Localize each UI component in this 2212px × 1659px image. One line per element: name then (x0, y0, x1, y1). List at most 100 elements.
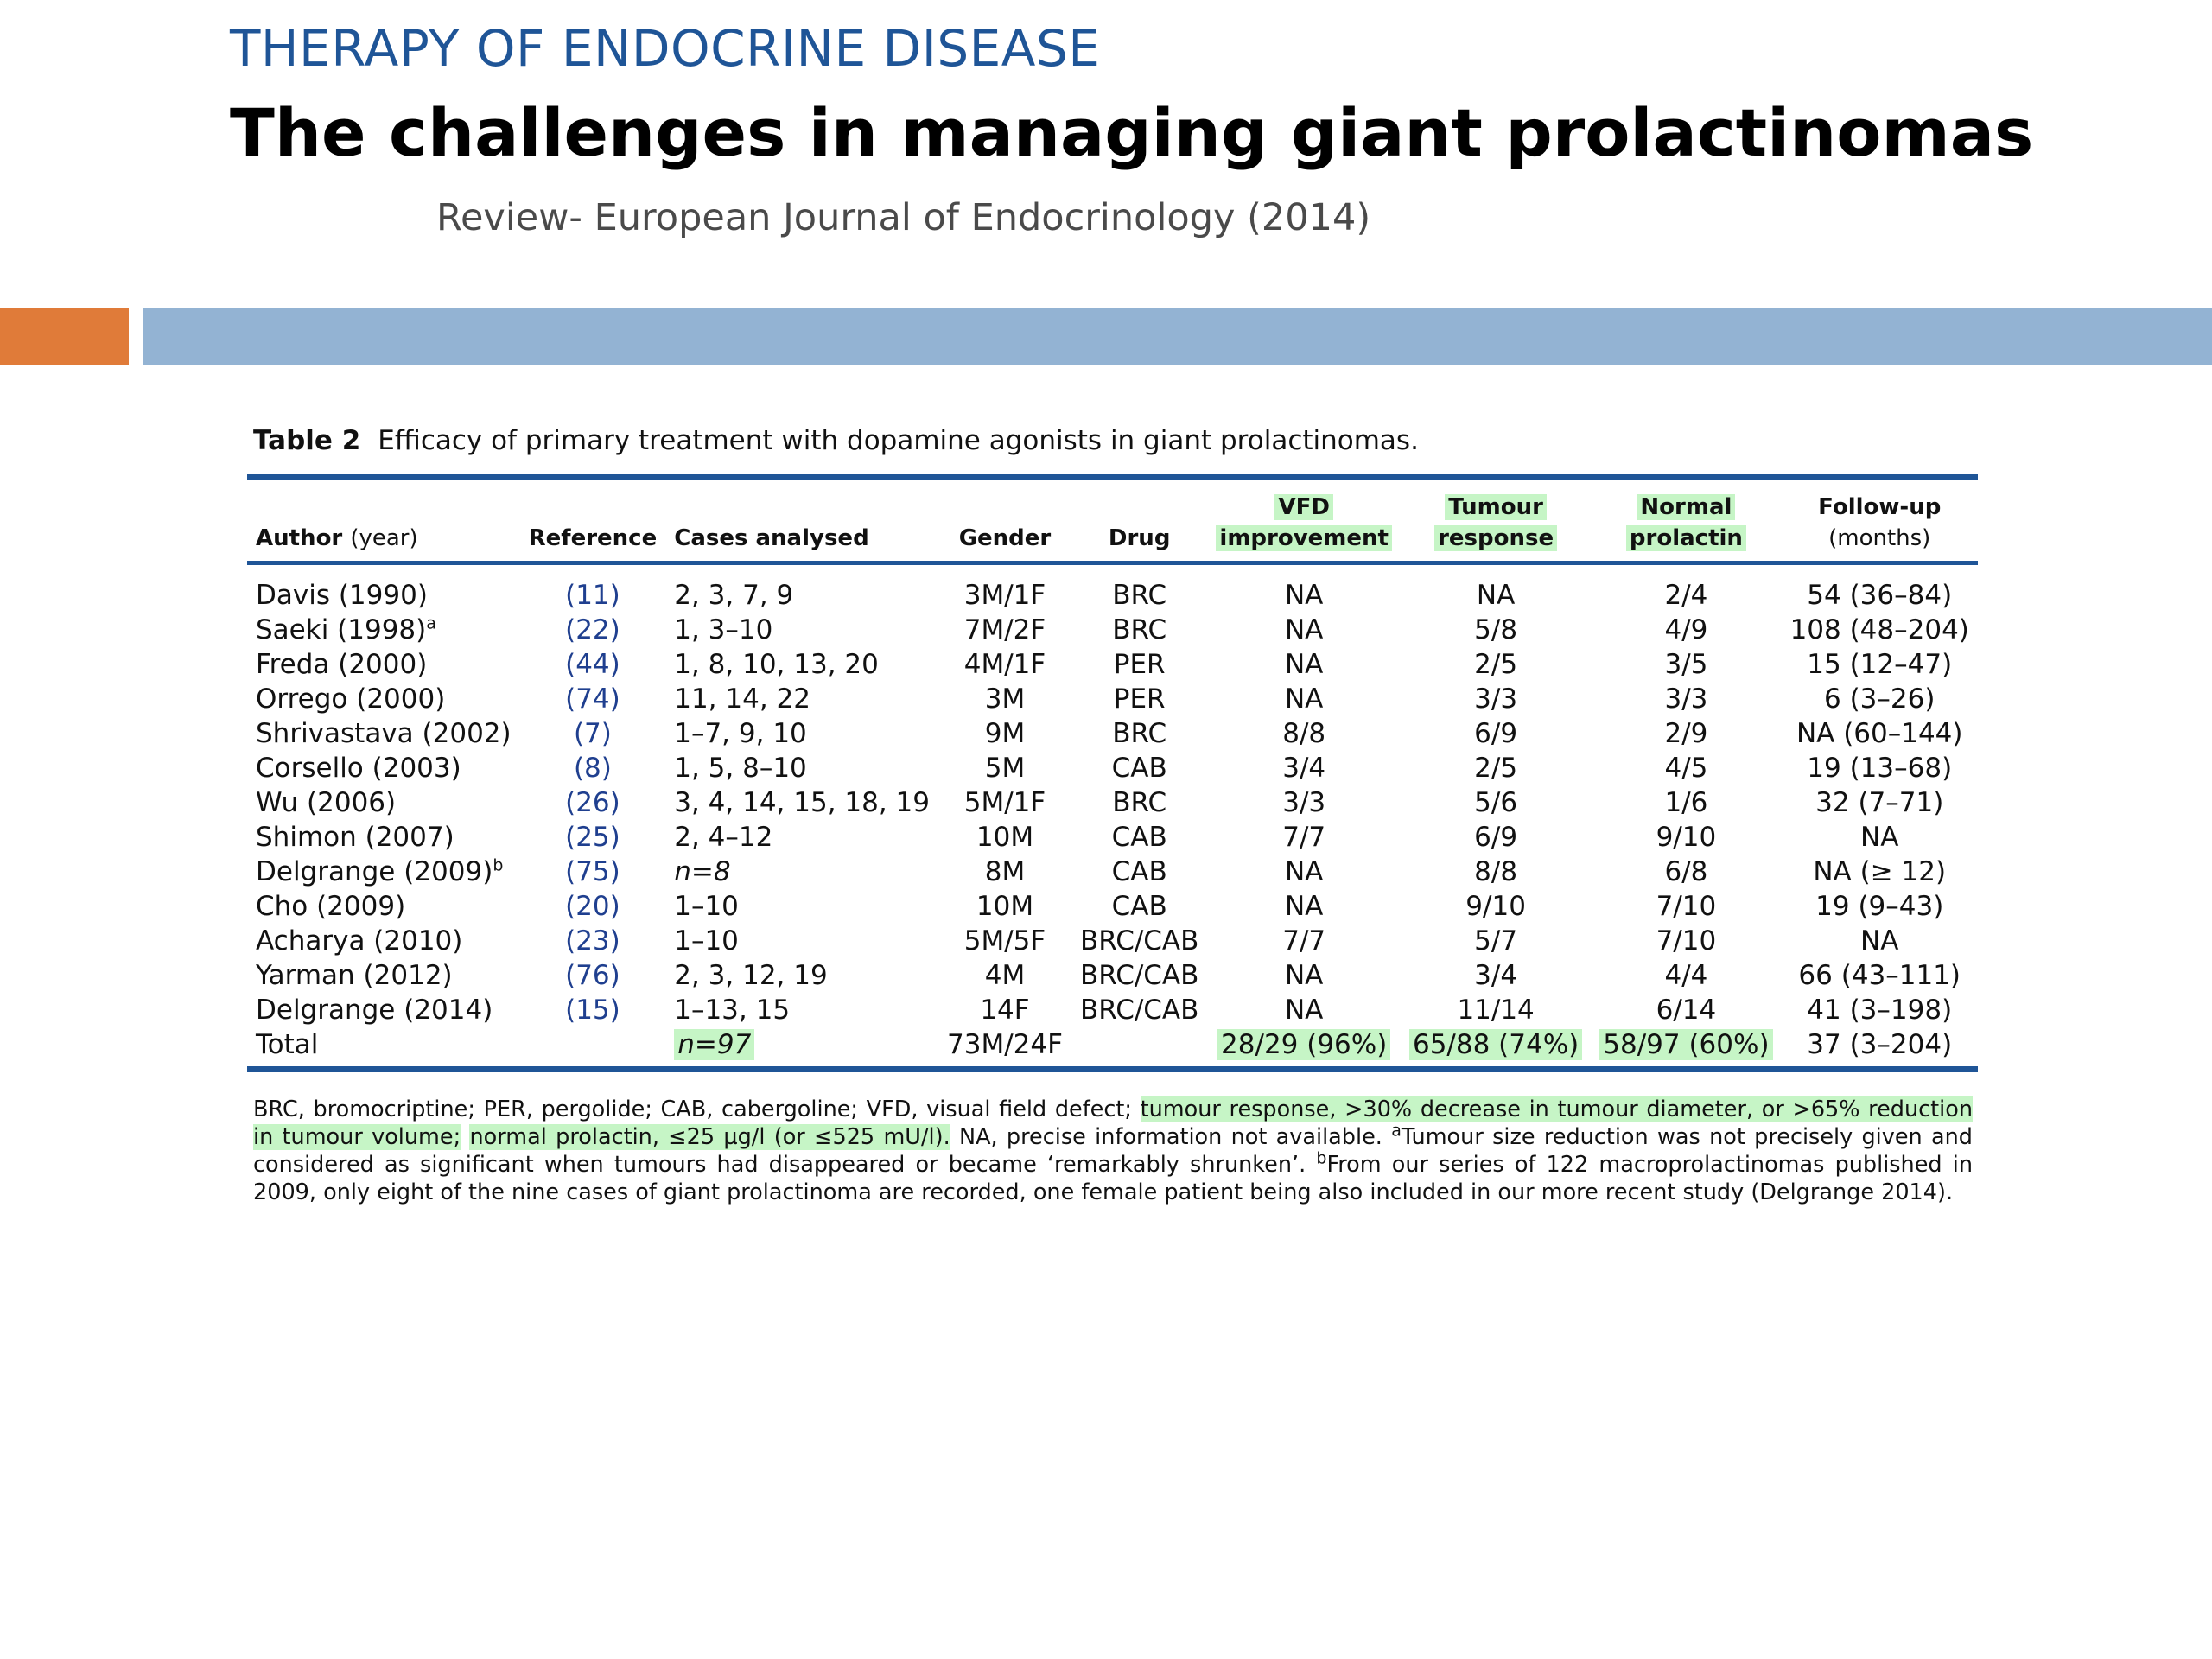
table-caption: Table 2 Efficacy of primary treatment wit… (253, 418, 1419, 463)
cell-author: Delgrange (2009)b (247, 855, 520, 889)
cell-vfd-improvement: NA (1284, 649, 1324, 680)
total-vfd-cell: 28/29 (96%) (1207, 1027, 1401, 1072)
cell-tumour-response: 8/8 (1474, 856, 1518, 887)
cell-reference: (7) (573, 718, 612, 749)
cell-normal-prolactin: 3/3 (1664, 683, 1708, 715)
cell-drug: BRC (1112, 580, 1167, 611)
author-name: Yarman (2012) (256, 960, 453, 991)
cell-author: Delgrange (2014) (247, 993, 520, 1027)
header-cases: Cases analysed (665, 474, 939, 565)
footnote-part3: NA, precise information not available. (950, 1124, 1392, 1150)
cell-followup: 66 (43–111) (1798, 960, 1961, 991)
header-followup-line2: (months) (1828, 525, 1931, 551)
slide-title: The challenges in managing giant prolact… (230, 94, 2034, 171)
cell-gender: 3M (984, 683, 1026, 715)
cell-vfd-improvement: 3/3 (1282, 787, 1326, 818)
cell-vfd-improvement: 8/8 (1282, 718, 1326, 749)
cell-tumour-response: 5/6 (1474, 787, 1518, 818)
author-name: Wu (2006) (256, 787, 397, 818)
cell-normal-prolactin: 1/6 (1664, 787, 1708, 818)
cell-tumour-response: 2/5 (1474, 649, 1518, 680)
header-author: Author (year) (247, 474, 520, 565)
cell-gender: 5M (984, 753, 1026, 784)
author-note-mark: a (426, 613, 436, 633)
author-name: Freda (2000) (256, 649, 428, 680)
cell-gender: 3M/1F (963, 580, 1046, 611)
cell-normal-prolactin: 4/9 (1664, 614, 1708, 645)
total-vfd: 28/29 (96%) (1217, 1029, 1391, 1060)
cell-tumour-response: 9/10 (1465, 891, 1526, 922)
cell-cases: 1–10 (674, 925, 739, 957)
cell-followup: 108 (48–204) (1789, 614, 1969, 645)
cell-normal-prolactin: 9/10 (1656, 822, 1717, 853)
cell-normal-prolactin: 2/4 (1664, 580, 1708, 611)
cell-followup: NA (1860, 925, 1899, 957)
table-row: Yarman (2012) (76) 2, 3, 12, 19 4M BRC/CAB NA… (247, 958, 1978, 993)
footnote-part2 (461, 1124, 469, 1150)
cell-reference: (11) (565, 580, 620, 611)
cell-cases: 1, 3–10 (674, 614, 773, 645)
footnote-highlight-normal-prolactin: normal prolactin, ≤25 µg/l (or ≤525 mU/l… (469, 1124, 950, 1150)
cell-reference: (22) (565, 614, 620, 645)
cell-gender: 14F (980, 995, 1030, 1026)
cell-author: Davis (1990) (247, 565, 520, 613)
table-row: Delgrange (2009)b (75) n=8 8M CAB NA 8/8 6/8 NA … (247, 855, 1978, 889)
cell-followup: 41 (3–198) (1807, 995, 1953, 1026)
footnote-part1: BRC, bromocriptine; PER, pergolide; CAB,… (253, 1096, 1141, 1122)
author-name: Corsello (2003) (256, 753, 461, 784)
cell-gender: 10M (976, 891, 1034, 922)
cell-cases: n=8 (674, 856, 731, 887)
footnote-mark-b: b (1316, 1148, 1327, 1168)
cell-gender: 5M/5F (963, 925, 1046, 957)
cell-drug: PER (1113, 649, 1166, 680)
slide-kicker: THERAPY OF ENDOCRINE DISEASE (230, 19, 1101, 78)
cell-vfd-improvement: NA (1284, 856, 1324, 887)
total-reference (519, 1027, 666, 1072)
cell-cases: 1–10 (674, 891, 739, 922)
cell-cases: 11, 14, 22 (674, 683, 810, 715)
cell-vfd-improvement: 7/7 (1282, 925, 1326, 957)
cell-followup: 19 (13–68) (1807, 753, 1953, 784)
table-footnote: BRC, bromocriptine; PER, pergolide; CAB,… (253, 1096, 1973, 1206)
table-caption-label: Table 2 (253, 425, 361, 456)
cell-cases: 2, 3, 12, 19 (674, 960, 828, 991)
cell-reference: (15) (565, 995, 620, 1026)
total-prolactin-cell: 58/97 (60%) (1591, 1027, 1782, 1072)
cell-followup: NA (60–144) (1796, 718, 1963, 749)
cell-drug: PER (1113, 683, 1166, 715)
cell-tumour-response: 11/14 (1457, 995, 1535, 1026)
cell-reference: (20) (565, 891, 620, 922)
cell-tumour-response: 3/4 (1474, 960, 1518, 991)
cell-author: Corsello (2003) (247, 751, 520, 785)
total-cases: n=97 (674, 1029, 755, 1060)
cell-cases: 1, 8, 10, 13, 20 (674, 649, 879, 680)
cell-author: Shimon (2007) (247, 820, 520, 855)
author-name: Acharya (2010) (256, 925, 463, 957)
total-cases-cell: n=97 (665, 1027, 939, 1072)
header-prolactin: Normal prolactin (1591, 474, 1782, 565)
table-row: Saeki (1998)a (22) 1, 3–10 7M/2F BRC NA 5/8 4/9… (247, 613, 1978, 647)
cell-followup: NA (1860, 822, 1899, 853)
author-name: Delgrange (2014) (256, 995, 493, 1026)
cell-gender: 7M/2F (963, 614, 1046, 645)
cell-reference: (75) (565, 856, 620, 887)
header-prolactin-line1: Normal (1637, 494, 1736, 520)
header-vfd-line2: improvement (1216, 525, 1392, 551)
cell-normal-prolactin: 7/10 (1656, 891, 1717, 922)
table-caption-text: Efficacy of primary treatment with dopam… (378, 425, 1419, 456)
cell-drug: BRC (1112, 718, 1167, 749)
author-name: Cho (2009) (256, 891, 406, 922)
cell-vfd-improvement: 7/7 (1282, 822, 1326, 853)
cell-normal-prolactin: 6/14 (1656, 995, 1717, 1026)
cell-author: Wu (2006) (247, 785, 520, 820)
cell-cases: 2, 4–12 (674, 822, 773, 853)
cell-followup: NA (≥ 12) (1813, 856, 1947, 887)
header-reference: Reference (519, 474, 666, 565)
cell-reference: (26) (565, 787, 620, 818)
table-body: Davis (1990) (11) 2, 3, 7, 9 3M/1F BRC NA NA 2/… (247, 565, 1978, 1027)
table-header-row: Author (year) Reference Cases analysed G… (247, 474, 1978, 565)
total-prolactin: 58/97 (60%) (1599, 1029, 1773, 1060)
cell-vfd-improvement: NA (1284, 683, 1324, 715)
header-tumour-line1: Tumour (1445, 494, 1547, 520)
cell-reference: (74) (565, 683, 620, 715)
